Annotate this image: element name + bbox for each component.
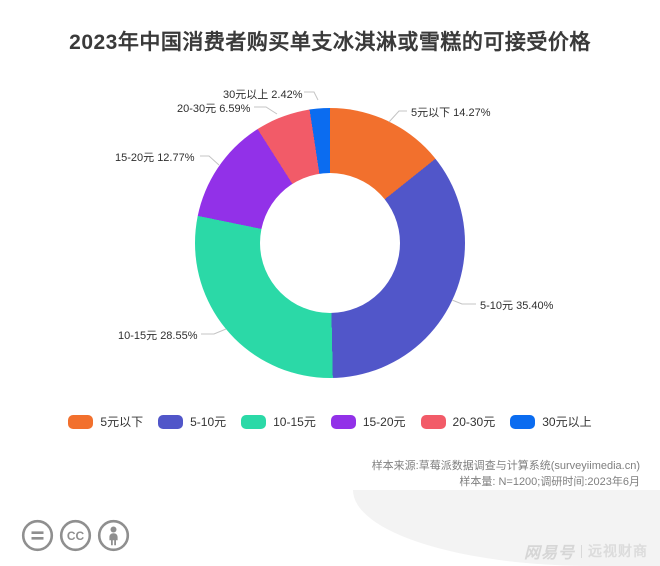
legend-label: 20-30元: [452, 415, 496, 429]
legend-item: 5元以下: [68, 413, 143, 430]
callout-15-20yuan: 15-20元 12.77%: [115, 152, 195, 164]
watermark: 网易号 远视财商: [524, 539, 648, 563]
legend-swatch: [330, 414, 356, 429]
legend-item: 10-15元: [241, 413, 316, 430]
svg-text:CC: CC: [67, 529, 85, 543]
license-icons: CC: [21, 519, 130, 557]
equals-icon: [21, 519, 54, 557]
legend-item: 20-30元: [420, 413, 496, 430]
legend-label: 10-15元: [273, 415, 316, 429]
donut-hole: [260, 173, 400, 313]
watermark-divider-line: [581, 544, 582, 558]
legend-swatch: [158, 414, 184, 429]
callout-over-30yuan: 30元以上 2.42%: [223, 89, 303, 101]
callout-20-30yuan: 20-30元 6.59%: [177, 103, 251, 115]
legend-label: 15-20元: [362, 415, 406, 429]
footnote-sample: 样本量: N=1200;调研时间:2023年6月: [459, 476, 640, 488]
legend-item: 5-10元: [158, 413, 226, 430]
legend-label: 30元以上: [542, 415, 592, 429]
footnotes: 样本来源:草莓派数据调查与计算系统(surveyiimedia.cn) 样本量:…: [372, 458, 640, 490]
callout-5-10yuan: 5-10元 35.40%: [480, 300, 554, 312]
legend-label: 5-10元: [190, 415, 227, 429]
callout-10-15yuan: 10-15元 28.55%: [118, 330, 198, 342]
legend-swatch: [510, 414, 536, 429]
legend-label: 5元以下: [100, 415, 144, 429]
legend-swatch: [420, 414, 446, 429]
legend-item: 15-20元: [330, 413, 406, 430]
watermark-brand: 网易号: [523, 545, 575, 562]
cc-icon: CC: [59, 519, 92, 557]
person-icon: [97, 519, 130, 557]
legend-swatch: [241, 414, 267, 429]
legend-item: 30元以上: [510, 413, 592, 430]
watermark-account: 远视财商: [588, 543, 648, 559]
footnote-source: 样本来源:草莓派数据调查与计算系统(surveyiimedia.cn): [371, 460, 640, 472]
chart-legend: 5元以下 5-10元 10-15元 15-20元 20-30元 30元以上: [0, 413, 660, 430]
legend-swatch: [68, 414, 94, 429]
chart-title: 2023年中国消费者购买单支冰淇淋或雪糕的可接受价格: [69, 31, 591, 54]
callout-under-5yuan: 5元以下 14.27%: [411, 107, 491, 119]
